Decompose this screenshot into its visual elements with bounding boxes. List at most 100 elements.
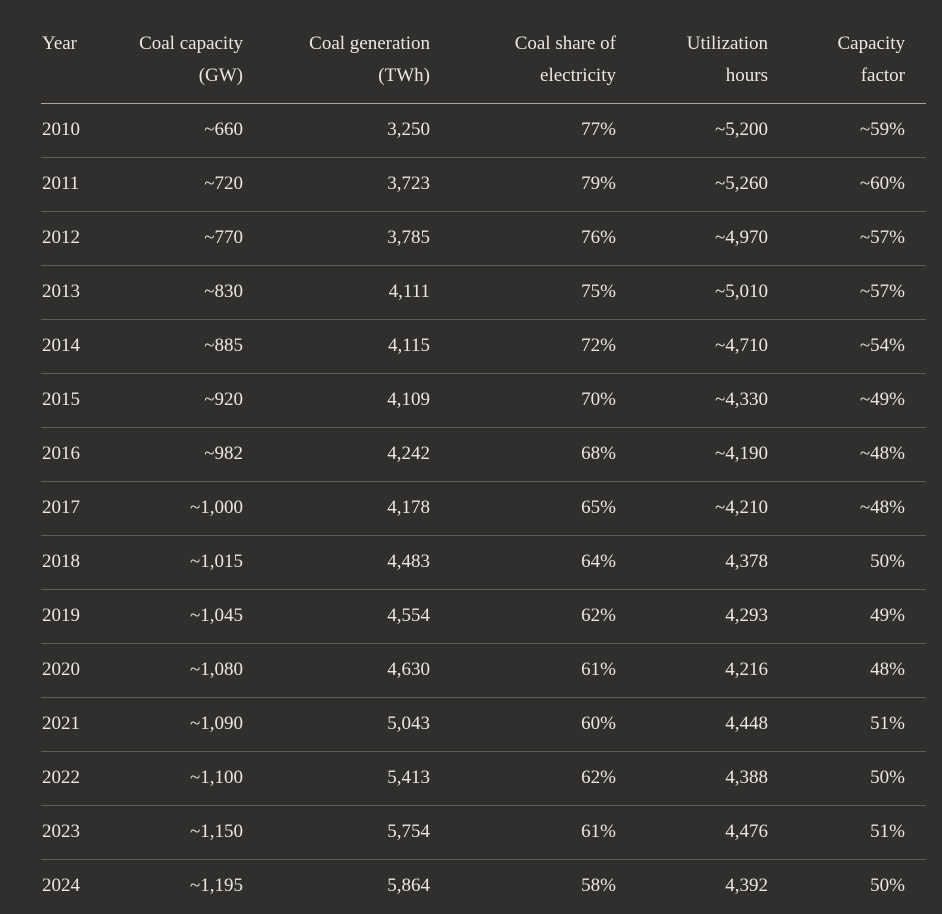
row-divider [41,535,926,536]
table-cell: 5,043 [387,713,430,734]
column-header: electricity [540,65,616,86]
table-cell: 50% [870,551,905,572]
row-divider [41,103,926,104]
table-cell: 4,483 [387,551,430,572]
table-cell: 4,392 [725,875,768,896]
table-cell: 51% [870,821,905,842]
row-header: 2013 [42,281,80,302]
table-cell: ~48% [859,497,905,518]
row-header: 2024 [42,875,80,896]
row-header: 2021 [42,713,80,734]
table-cell: 64% [581,551,616,572]
column-header: Capacity [837,33,905,54]
table-cell: ~4,210 [714,497,768,518]
table-cell: 62% [581,605,616,626]
row-divider [41,373,926,374]
table-cell: 77% [581,119,616,140]
table-cell: 3,785 [387,227,430,248]
table-cell: ~1,195 [189,875,243,896]
row-divider [41,751,926,752]
table-cell: ~1,080 [189,659,243,680]
table-cell: ~59% [859,119,905,140]
table-cell: ~885 [204,335,243,356]
table-cell: ~770 [204,227,243,248]
row-header: 2014 [42,335,80,356]
row-header: 2023 [42,821,80,842]
row-header: 2012 [42,227,80,248]
table-cell: 48% [870,659,905,680]
table-cell: 4,115 [387,335,430,356]
table-cell: 70% [581,389,616,410]
table-cell: 79% [581,173,616,194]
row-divider [41,697,926,698]
row-header: 2011 [42,173,80,194]
table-cell: ~920 [204,389,243,410]
table-cell: 49% [870,605,905,626]
row-divider [41,805,926,806]
table-cell: 61% [581,821,616,842]
table-cell: 4,378 [725,551,768,572]
table-cell: 4,216 [725,659,768,680]
row-header: 2018 [42,551,80,572]
column-header: Year [42,33,78,54]
table-cell: 4,448 [725,713,768,734]
table-cell: ~4,330 [714,389,768,410]
table-cell: ~982 [204,443,243,464]
column-header: (GW) [198,65,243,86]
table-cell: ~57% [859,281,905,302]
row-header: 2017 [42,497,80,518]
table-cell: 4,242 [387,443,430,464]
row-divider [41,265,926,266]
column-header: hours [725,65,768,86]
column-header: Coal capacity [139,33,243,54]
table-cell: 75% [581,281,616,302]
row-divider [41,589,926,590]
column-header: Coal generation [309,33,430,54]
row-header: 2020 [42,659,80,680]
table-cell: ~1,000 [189,497,243,518]
row-header: 2022 [42,767,80,788]
table-cell: ~830 [204,281,243,302]
table-cell: 4,111 [388,281,430,302]
row-divider [41,211,926,212]
table-cell: ~660 [204,119,243,140]
table-cell: ~54% [859,335,905,356]
table-cell: 50% [870,767,905,788]
column-header: Utilization [686,33,768,54]
table-cell: 72% [581,335,616,356]
table-cell: ~1,150 [189,821,243,842]
table-cell: ~5,260 [714,173,768,194]
table-cell: 60% [581,713,616,734]
column-header: factor [860,65,905,86]
column-header: (TWh) [378,65,430,86]
table-cell: ~5,010 [714,281,768,302]
table-cell: ~57% [859,227,905,248]
table-cell: ~1,045 [189,605,243,626]
table-cell: ~60% [859,173,905,194]
row-divider [41,643,926,644]
table-cell: ~1,090 [189,713,243,734]
table-cell: 61% [581,659,616,680]
row-divider [41,859,926,860]
table-cell: 4,293 [725,605,768,626]
row-divider [41,481,926,482]
table-cell: ~49% [859,389,905,410]
table-cell: 51% [870,713,905,734]
table-cell: 5,864 [387,875,430,896]
table-cell: 4,554 [387,605,430,626]
row-divider [41,319,926,320]
table-cell: 65% [581,497,616,518]
row-divider [41,157,926,158]
table-cell: 50% [870,875,905,896]
row-header: 2019 [42,605,80,626]
table-cell: ~48% [859,443,905,464]
table-cell: ~4,710 [714,335,768,356]
table-cell: ~4,190 [714,443,768,464]
table-cell: 4,476 [725,821,768,842]
row-divider [41,427,926,428]
table-cell: 5,413 [387,767,430,788]
table-cell: 4,178 [387,497,430,518]
table-cell: ~5,200 [714,119,768,140]
table-cell: 3,723 [387,173,430,194]
